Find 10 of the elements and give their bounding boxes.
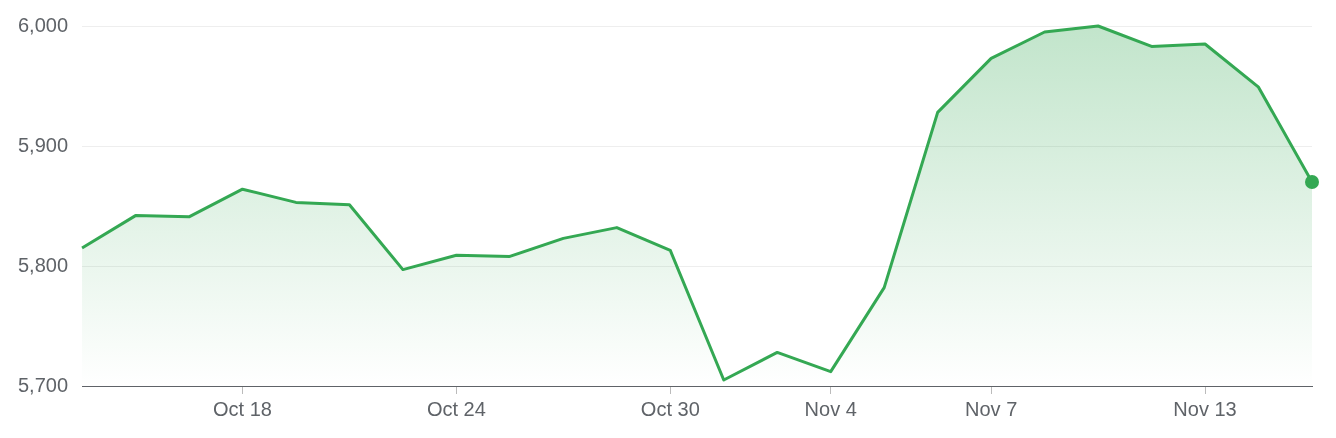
x-tick-label: Nov 4 [804,397,857,420]
y-tick-label: 5,700 [17,373,69,396]
x-tick-label: Oct 30 [640,397,700,420]
y-tick-label: 5,800 [17,253,69,276]
x-tick-label: Nov 13 [1173,397,1237,420]
x-tick-label: Nov 7 [965,397,1018,420]
x-tick-label: Oct 24 [426,397,486,420]
x-tick-label: Oct 18 [213,397,272,420]
y-tick-label: 6,000 [17,13,69,36]
y-tick-label: 5,900 [17,133,69,156]
